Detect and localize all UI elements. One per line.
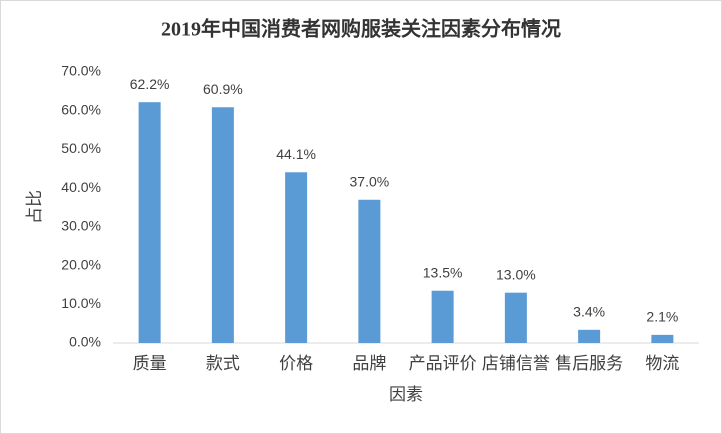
bar [211, 107, 234, 343]
value-label: 2.1% [646, 309, 678, 325]
y-tick-label: 40.0% [61, 179, 101, 195]
bar [138, 102, 161, 343]
value-label: 3.4% [573, 304, 605, 320]
y-tick-label: 50.0% [61, 140, 101, 156]
bar [504, 292, 527, 343]
x-tick-label: 款式 [206, 354, 240, 373]
value-label: 60.9% [203, 81, 243, 97]
chart-title: 2019年中国消费者网购服装关注因素分布情况 [161, 17, 561, 41]
bar [651, 334, 674, 343]
y-tick-label: 60.0% [61, 101, 101, 117]
value-label: 13.5% [423, 264, 463, 280]
y-tick-label: 70.0% [61, 63, 101, 79]
x-tick-label: 价格 [279, 354, 313, 373]
value-label: 44.1% [276, 146, 316, 162]
value-label: 62.2% [130, 76, 170, 92]
x-tick-label: 物流 [645, 354, 679, 373]
x-tick-label: 品牌 [352, 354, 386, 373]
x-tick-label: 质量 [133, 354, 167, 373]
bar [431, 290, 454, 343]
x-tick-label: 售后服务 [555, 354, 623, 373]
y-tick-label: 20.0% [61, 256, 101, 272]
value-label: 13.0% [496, 266, 536, 282]
y-tick-label: 0.0% [69, 334, 101, 350]
bar [285, 172, 308, 343]
x-tick-label: 店铺信誉 [482, 354, 550, 373]
y-tick-label: 10.0% [61, 295, 101, 311]
bar [578, 329, 601, 343]
x-tick-label: 产品评价 [409, 354, 477, 373]
x-axis-label: 因素 [389, 385, 423, 404]
y-axis-label: 占比 [25, 190, 44, 224]
value-label: 37.0% [350, 173, 390, 189]
bar [358, 199, 381, 343]
y-tick-label: 30.0% [61, 218, 101, 234]
